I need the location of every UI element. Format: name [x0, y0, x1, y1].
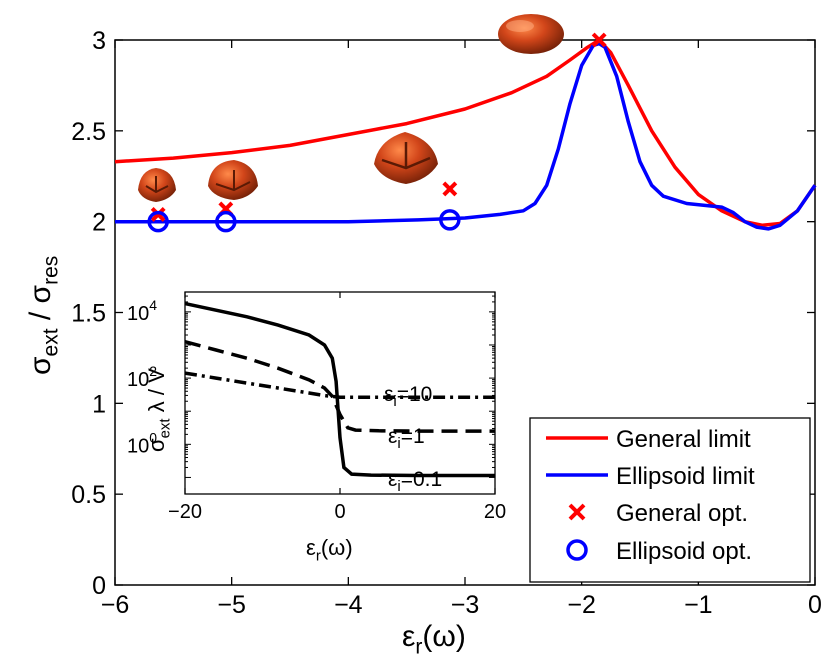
- inset-ticks: [184, 292, 496, 494]
- marker-ellipsoid-opt: [439, 209, 461, 231]
- main-series-group: [114, 32, 817, 233]
- legend-box: [529, 417, 811, 583]
- marker-general-opt: [442, 181, 458, 197]
- y-tick-label: 2: [92, 209, 106, 237]
- x-tick-label: −1: [684, 591, 713, 619]
- shape-ellipsoid-image: [498, 14, 564, 54]
- series-line-general-limit: [114, 38, 817, 228]
- inset-series-line: [184, 371, 495, 400]
- inset-series-line: [184, 301, 495, 478]
- y-tick-label: 2.5: [71, 118, 106, 146]
- x-tick-label: −5: [217, 591, 246, 619]
- x-tick-label: −6: [101, 591, 130, 619]
- main-tick-labels: −6 −5 −4 −3 −2 −1 0 0 0.5 1 1.5 2 2.5 3: [71, 27, 822, 619]
- inset-x-tick-label: 0: [334, 501, 345, 523]
- legend-label-ellipsoid-limit: Ellipsoid limit: [616, 463, 755, 490]
- legend: General limit Ellipsoid limit General op…: [529, 417, 811, 583]
- legend-label-general-opt: General opt.: [616, 500, 748, 527]
- inset-background: [185, 292, 495, 494]
- legend-swatch-ellipsoid-opt: [566, 539, 588, 561]
- y-tick-label: 0: [92, 572, 106, 600]
- inset-x-axis-title: εr​(ω): [306, 535, 353, 564]
- inset-y-tick-label: 102: [127, 363, 157, 391]
- main-axis-titles: εr​(ω) σext​ / σres​: [24, 256, 466, 659]
- inset-series-group: [184, 301, 495, 478]
- x-axis-title: εr​(ω): [402, 620, 466, 658]
- legend-label-ellipsoid-opt: Ellipsoid opt.: [616, 538, 752, 565]
- inset-series-line: [184, 340, 495, 433]
- y-tick-label: 1: [92, 390, 106, 418]
- shape-small-1-image: [138, 168, 176, 202]
- y-tick-label: 1.5: [71, 300, 106, 328]
- inset-series-label: εi=10: [384, 383, 432, 410]
- inset-y-tick-label: 104: [127, 297, 157, 325]
- marker-general-opt: [591, 32, 607, 48]
- shape-small-2-image: [208, 160, 258, 200]
- main-ticks: [114, 39, 816, 586]
- inset-y-axis-title: σext​ λ / V: [144, 368, 173, 452]
- x-tick-label: −4: [334, 591, 363, 619]
- inset-tick-labels: −20 0 20 100 102 104: [127, 297, 506, 523]
- x-tick-label: −2: [567, 591, 596, 619]
- y-axis-title: σext​ / σres​: [24, 256, 62, 375]
- legend-swatch-general-opt: [568, 503, 586, 521]
- inset-axis-titles: εr​(ω) σext​ λ / V: [144, 368, 353, 564]
- shape-pyramid-image: [374, 132, 438, 184]
- inset-y-tick-label: 100: [127, 429, 157, 457]
- inset-x-tick-label: −20: [168, 501, 202, 523]
- x-tick-label: −3: [451, 591, 480, 619]
- inset-series-label: εi=0.1: [388, 468, 442, 495]
- y-tick-label: 3: [92, 27, 106, 55]
- inset-series-label: εi=1: [388, 425, 425, 452]
- y-tick-label: 0.5: [71, 481, 106, 509]
- marker-ellipsoid-opt: [147, 210, 169, 233]
- series-line-ellipsoid-limit: [115, 41, 817, 231]
- inset-series-labels: εi=0.1 εi=1 εi=10: [384, 383, 442, 495]
- marker-ellipsoid-opt: [215, 210, 237, 233]
- legend-label-general-limit: General limit: [616, 426, 751, 453]
- x-tick-label: 0: [808, 591, 822, 619]
- inset-x-tick-label: 20: [484, 501, 506, 523]
